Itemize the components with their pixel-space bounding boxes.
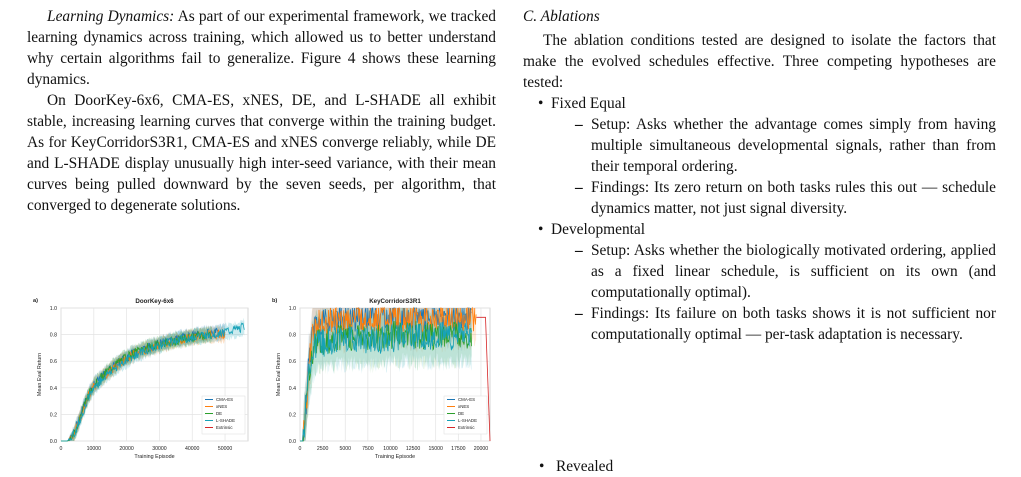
x-tick-label: 20000 [119, 446, 134, 452]
right-column: C. Ablations The ablation conditions tes… [523, 6, 996, 345]
legend-label: CMA-ES [216, 397, 233, 402]
y-tick-label: 1.0 [50, 306, 57, 312]
hypothesis-label: Developmental [551, 221, 646, 238]
panel-label: a) [33, 298, 38, 304]
chart-title: KeyCorridorS3R1 [369, 298, 421, 305]
legend-label: Extrinsic [458, 425, 475, 430]
paragraph-label: Learning Dynamics: [47, 8, 175, 25]
y-tick-label: 0.2 [289, 412, 296, 418]
legend-label: L-SHADE [216, 418, 235, 423]
series-line [476, 316, 491, 442]
series-line [61, 330, 213, 442]
y-tick-label: 0.6 [289, 359, 296, 365]
x-tick-label: 7500 [362, 446, 374, 452]
legend-label: L-SHADE [458, 418, 477, 423]
legend-label: xNES [216, 404, 227, 409]
y-tick-label: 0.0 [50, 439, 57, 445]
legend-label: Extrinsic [216, 425, 233, 430]
ablations-intro: The ablation conditions tested are desig… [523, 32, 996, 91]
learning-dynamics-paragraph: Learning Dynamics: As part of our experi… [27, 6, 496, 90]
y-tick-label: 0.8 [289, 333, 296, 339]
series-line [61, 322, 245, 442]
x-tick-label: 17500 [451, 446, 466, 452]
legend-label: DE [458, 411, 464, 416]
series-line [300, 306, 477, 442]
list-item: Setup: Asks whether the biologically mot… [575, 240, 996, 303]
y-tick-label: 0.4 [50, 386, 57, 392]
legend-label: xNES [458, 404, 469, 409]
y-axis-label: Mean Eval Return [37, 353, 43, 396]
x-tick-label: 15000 [428, 446, 443, 452]
x-tick-label: 0 [299, 446, 302, 452]
section-title: C. Ablations [523, 8, 600, 25]
x-tick-label: 0 [60, 446, 63, 452]
x-axis-label: Training Episode [134, 454, 174, 460]
x-tick-label: 10000 [383, 446, 398, 452]
series-line [300, 321, 472, 442]
y-tick-label: 1.0 [289, 306, 296, 312]
y-tick-label: 0.6 [50, 359, 57, 365]
paragraph-text: As part of our experimental framework, w… [27, 8, 496, 88]
figure-learning-curves: 0.0 0.2 0.4 0.6 0.8 1.0 0 10000 20000 30000 40000 5… [27, 284, 497, 466]
x-tick-label: 5000 [339, 446, 351, 452]
x-tick-label: 20000 [474, 446, 489, 452]
y-tick-label: 0.0 [289, 439, 296, 445]
legend-label: CMA-ES [458, 397, 475, 402]
list-item: Setup: Asks whether the advantage comes … [575, 114, 996, 177]
sub-list: Setup: Asks whether the biologically mot… [551, 240, 996, 345]
hypothesis-list: Fixed Equal Setup: Asks whether the adva… [523, 93, 996, 345]
left-column: Learning Dynamics: As part of our experi… [27, 6, 496, 216]
y-tick-label: 0.8 [50, 333, 57, 339]
panel-label: b) [272, 298, 277, 304]
x-tick-label: 40000 [185, 446, 200, 452]
x-tick-label: 10000 [87, 446, 102, 452]
x-tick-label: 50000 [218, 446, 233, 452]
hypothesis-label: Fixed Equal [551, 95, 626, 112]
x-tick-label: 12500 [406, 446, 421, 452]
list-item: Fixed Equal Setup: Asks whether the adva… [538, 93, 996, 219]
y-tick-label: 0.4 [289, 386, 296, 392]
y-tick-label: 0.2 [50, 412, 57, 418]
x-tick-label: 2500 [317, 446, 329, 452]
convergence-paragraph: On DoorKey-6x6, CMA-ES, xNES, DE, and L-… [27, 92, 496, 214]
chart-title: DoorKey-6x6 [135, 298, 174, 305]
y-axis-label: Mean Eval Return [276, 353, 282, 396]
list-item: Findings: Its failure on both tasks show… [575, 303, 996, 345]
sub-list: Setup: Asks whether the advantage comes … [551, 114, 996, 219]
list-item: Developmental Setup: Asks whether the bi… [538, 219, 996, 345]
x-axis-label: Training Episode [375, 454, 415, 460]
x-tick-label: 30000 [152, 446, 167, 452]
figure-svg: 0.0 0.2 0.4 0.6 0.8 1.0 0 10000 20000 30000 40000 5… [33, 298, 491, 460]
list-item: Findings: Its zero return on both tasks … [575, 177, 996, 219]
legend-label: DE [216, 411, 222, 416]
